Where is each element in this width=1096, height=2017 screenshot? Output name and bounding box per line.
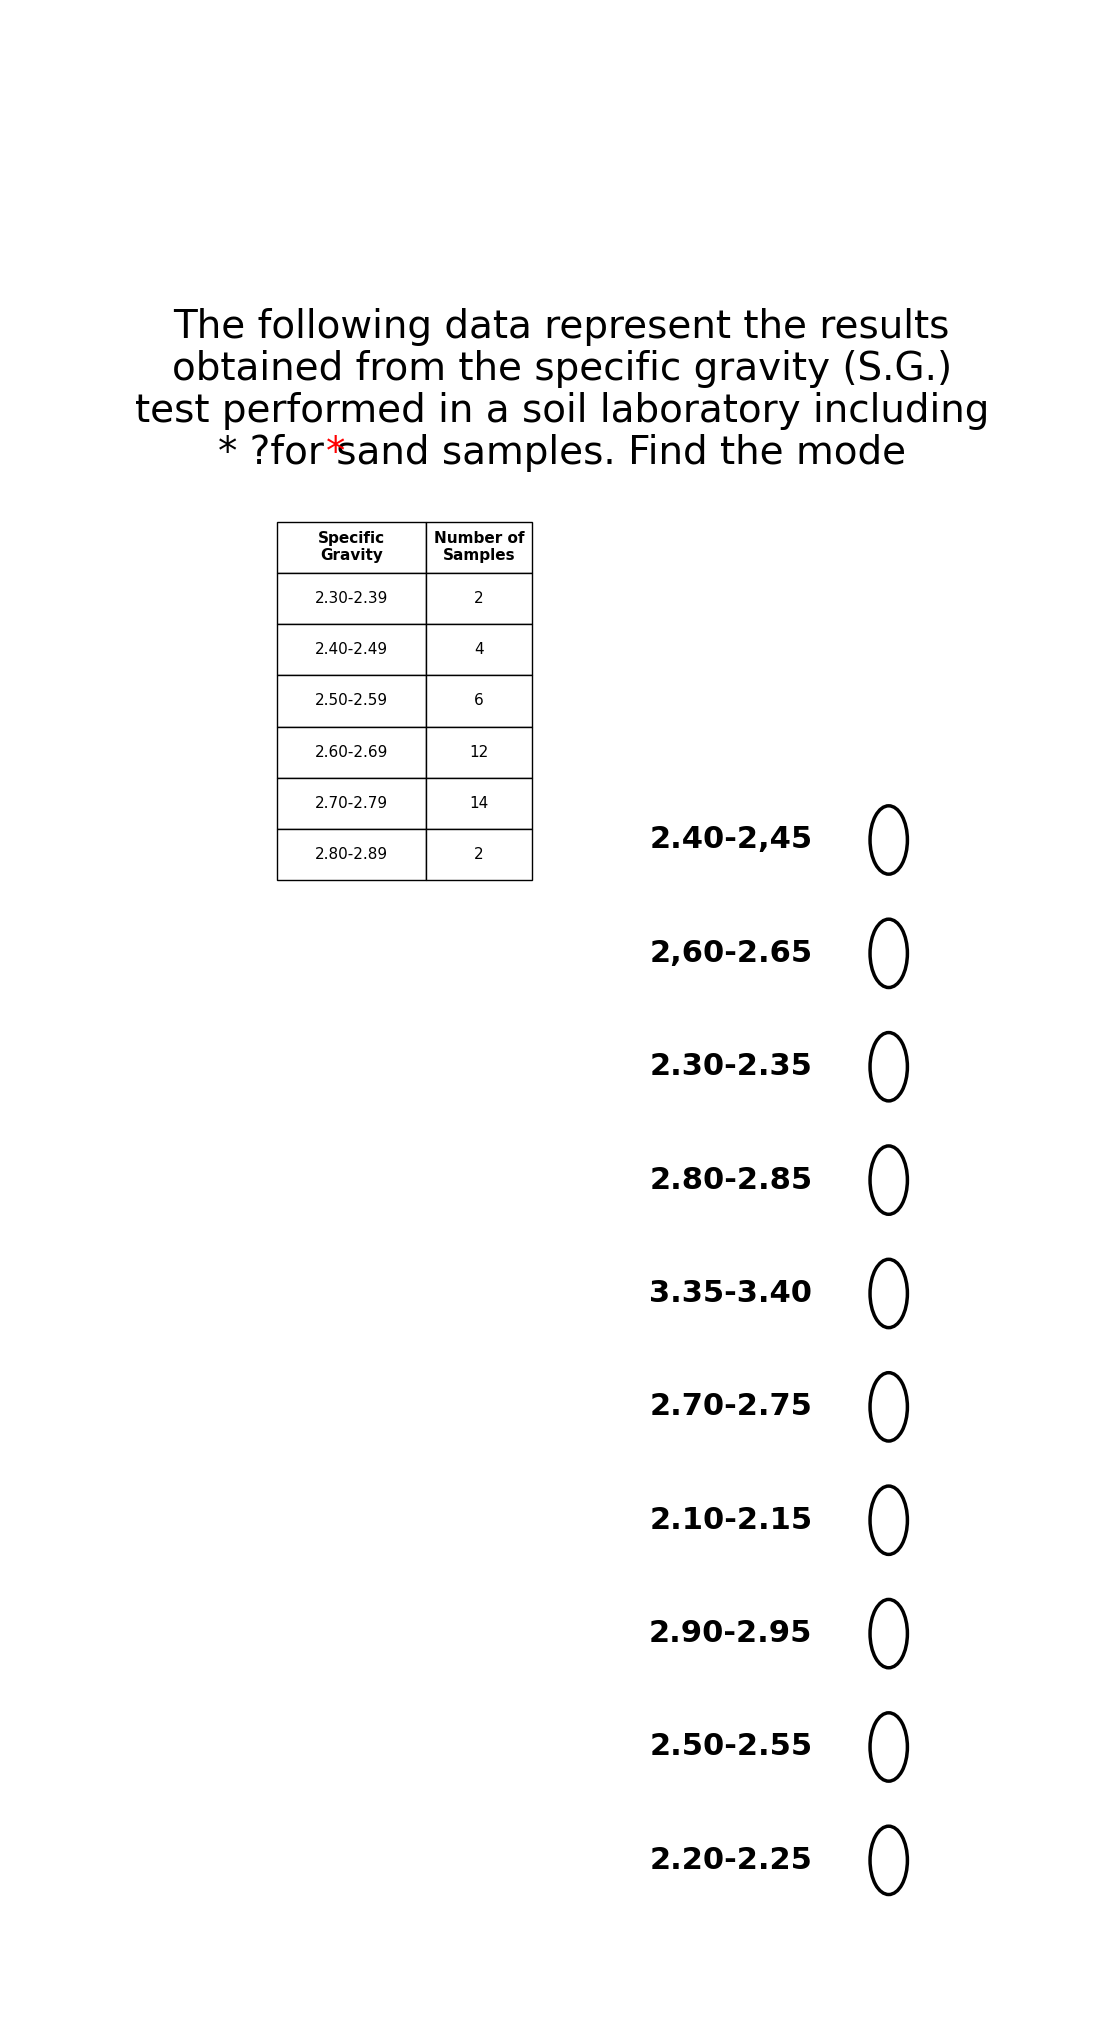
Bar: [425, 779, 532, 829]
Circle shape: [870, 1825, 907, 1894]
Bar: [277, 779, 425, 829]
Text: 2.80-2.85: 2.80-2.85: [649, 1166, 812, 1194]
Bar: [277, 676, 425, 726]
Circle shape: [870, 1146, 907, 1214]
Text: obtained from the specific gravity (S.G.): obtained from the specific gravity (S.G.…: [172, 351, 951, 389]
Circle shape: [870, 1599, 907, 1668]
Bar: [425, 829, 532, 879]
Bar: [425, 726, 532, 779]
Text: 2.30-2.35: 2.30-2.35: [650, 1053, 812, 1081]
Text: * ?for sand samples. Find the mode: * ?for sand samples. Find the mode: [218, 434, 905, 472]
Circle shape: [870, 920, 907, 988]
Bar: [425, 676, 532, 726]
Bar: [425, 522, 532, 573]
Text: 2.70-2.79: 2.70-2.79: [315, 797, 388, 811]
Text: 2.40-2.49: 2.40-2.49: [315, 641, 388, 658]
Bar: [425, 573, 532, 623]
Bar: [277, 829, 425, 879]
Text: 6: 6: [473, 694, 483, 708]
Circle shape: [870, 807, 907, 873]
Text: 2.60-2.69: 2.60-2.69: [315, 744, 388, 760]
Text: 12: 12: [469, 744, 489, 760]
Text: 2.10-2.15: 2.10-2.15: [649, 1507, 812, 1535]
Text: 2: 2: [475, 847, 483, 861]
Bar: [277, 522, 425, 573]
Text: The following data represent the results: The following data represent the results: [173, 309, 950, 347]
Text: test performed in a soil laboratory including: test performed in a soil laboratory incl…: [135, 393, 989, 430]
Text: 2: 2: [475, 591, 483, 605]
Text: 2.40-2,45: 2.40-2,45: [649, 825, 812, 855]
Text: 2.50-2.59: 2.50-2.59: [315, 694, 388, 708]
Text: 2.30-2.39: 2.30-2.39: [315, 591, 388, 605]
Text: 14: 14: [469, 797, 489, 811]
Text: *: *: [326, 434, 345, 472]
Bar: [277, 573, 425, 623]
Text: 2.70-2.75: 2.70-2.75: [650, 1392, 812, 1422]
Bar: [425, 623, 532, 676]
Text: 2.80-2.89: 2.80-2.89: [315, 847, 388, 861]
Text: Specific
Gravity: Specific Gravity: [318, 530, 385, 563]
Circle shape: [870, 1487, 907, 1555]
Text: 2,60-2.65: 2,60-2.65: [649, 938, 812, 968]
Text: 2.20-2.25: 2.20-2.25: [650, 1846, 812, 1876]
Circle shape: [870, 1259, 907, 1327]
Bar: [277, 726, 425, 779]
Bar: [277, 623, 425, 676]
Text: 4: 4: [475, 641, 483, 658]
Circle shape: [870, 1374, 907, 1440]
Circle shape: [870, 1033, 907, 1101]
Text: 2.50-2.55: 2.50-2.55: [649, 1733, 812, 1761]
Text: 2.90-2.95: 2.90-2.95: [649, 1620, 812, 1648]
Circle shape: [870, 1712, 907, 1781]
Text: Number of
Samples: Number of Samples: [434, 530, 524, 563]
Text: 3.35-3.40: 3.35-3.40: [649, 1279, 812, 1307]
